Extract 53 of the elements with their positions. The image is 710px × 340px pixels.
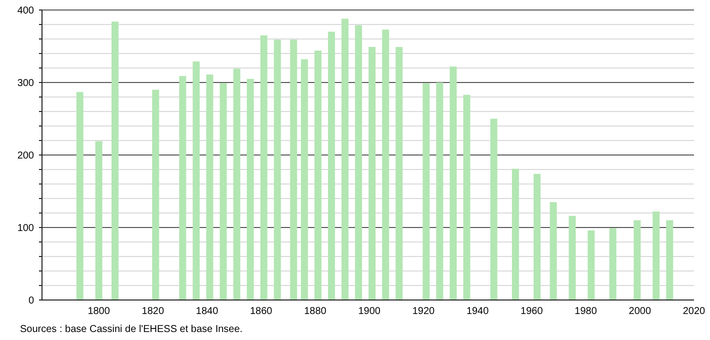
y-tick-label: 200 xyxy=(17,150,34,162)
bar xyxy=(534,174,541,300)
bar xyxy=(512,168,519,300)
bar xyxy=(328,32,335,300)
x-tick-label: 1840 xyxy=(196,306,219,317)
y-tick-label: 300 xyxy=(17,78,34,89)
x-tick-label: 1820 xyxy=(142,306,164,317)
x-tick-label: 2000 xyxy=(628,306,652,317)
bar xyxy=(396,46,403,300)
bar xyxy=(342,18,349,300)
bar xyxy=(436,82,444,300)
y-tick-label: 0 xyxy=(28,296,34,306)
x-tick-label: 1900 xyxy=(358,306,381,317)
bar xyxy=(260,35,268,300)
bar xyxy=(609,228,616,300)
x-tick-label: 1800 xyxy=(88,306,110,317)
bar xyxy=(112,22,119,300)
source-note: Sources : base Cassini de l'EHESS et base Insee. xyxy=(20,324,243,335)
bar xyxy=(179,76,186,300)
bar xyxy=(368,46,376,300)
bar xyxy=(568,216,576,300)
bar xyxy=(300,59,308,300)
bar xyxy=(490,118,498,300)
bar xyxy=(246,78,254,300)
x-tick-label: 2020 xyxy=(682,306,706,317)
bar xyxy=(220,83,227,300)
x-tick-label: 1940 xyxy=(466,306,490,317)
bar xyxy=(450,66,457,300)
x-tick-label: 1980 xyxy=(574,306,598,317)
bar xyxy=(192,61,200,300)
x-tick-label: 1960 xyxy=(520,306,544,317)
bar xyxy=(588,230,595,300)
y-tick-label: 400 xyxy=(17,6,34,16)
bar xyxy=(666,220,674,300)
bar xyxy=(290,40,298,300)
bar xyxy=(422,83,430,300)
bar xyxy=(314,50,322,300)
bar xyxy=(355,25,362,300)
bar xyxy=(634,220,641,300)
x-tick-label: 1880 xyxy=(304,306,327,317)
bar xyxy=(233,68,240,300)
bar xyxy=(152,90,160,300)
x-tick-label: 1920 xyxy=(412,306,436,317)
bar xyxy=(382,30,390,300)
bar xyxy=(274,40,281,300)
bar xyxy=(550,202,557,300)
bar xyxy=(206,74,214,300)
y-tick-label: 100 xyxy=(17,223,34,234)
bar xyxy=(76,92,84,300)
bar xyxy=(463,94,470,300)
x-tick-label: 1860 xyxy=(250,306,273,317)
bar xyxy=(652,212,660,300)
bar xyxy=(95,141,102,300)
